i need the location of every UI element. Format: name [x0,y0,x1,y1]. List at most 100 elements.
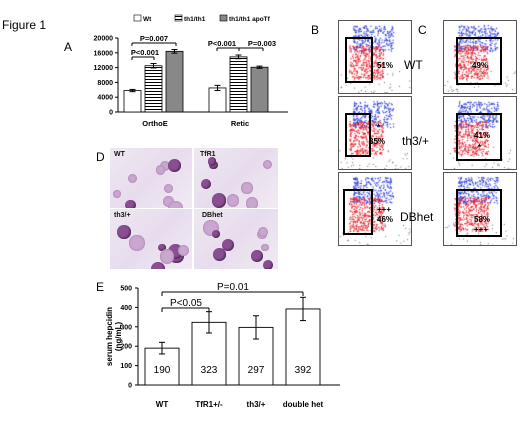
bar [165,50,184,113]
gate-percent: 49% [472,61,489,70]
x-tick-label: WT [156,400,169,409]
y-tick-label: 200 [120,344,132,351]
flow-scatter-points [339,97,411,169]
micrograph-label: TfR1 [200,151,216,158]
cell [160,249,175,264]
bar-value-label: 392 [295,365,312,376]
cell [207,157,217,167]
panel-label-c: C [418,23,427,37]
flow-plot-b-1: 51% [338,20,412,94]
cell [117,225,131,239]
flow-c-label-dbhet: DBhet [400,210,434,224]
gate-percent: 35% [369,137,386,146]
cell [164,184,174,194]
gate-percent: 46% [377,215,394,224]
bar-value-label: 297 [248,365,265,376]
panel-label-d: D [96,150,105,164]
y-tick-label: 400 [120,305,132,312]
cell [158,243,166,252]
x-tick-label: double het [283,400,324,409]
gate-mark: +++ [474,225,489,234]
cell [222,239,235,252]
gate-mark: * [377,123,381,132]
cell [245,197,259,208]
cell [261,243,269,251]
p-value-label: P=0.007 [140,34,168,43]
legend-swatch [133,14,142,22]
cell [167,159,181,173]
y-tick-label: 0 [128,383,132,390]
y-axis-title-line: (ng/mL) [114,322,123,352]
flow-c-label-th3: th3/+ [402,134,430,148]
p-value-label: P<0.05 [170,298,202,309]
legend-swatch [174,14,183,22]
bar [250,66,269,113]
micrograph-label: th3/+ [114,212,131,219]
bar [123,90,142,113]
gate-percent: 41% [474,131,491,140]
y-tick-label: 16000 [94,50,114,57]
micrograph-wt: WT [110,148,192,208]
cell [262,159,273,170]
panel-label-e: E [96,280,105,294]
micrograph-dbhet: DBhet [194,209,278,269]
x-tick-label: TfR1+/- [195,400,223,409]
cell [241,182,253,194]
flow-plot-c-1: 49% [443,20,517,94]
x-tick-label: th3/+ [247,400,266,409]
y-tick-label: 20000 [94,36,114,43]
figure-title: Figure 1 [2,18,47,32]
legend-label: Wt [143,16,152,23]
cell [167,200,183,208]
gate-box [345,113,371,157]
flow-c-label-wt: WT [404,58,423,72]
cell [211,229,221,239]
p-value-label: P=0.003 [248,39,276,48]
cell [213,248,227,261]
gate-box [456,37,502,85]
y-tick-label: 500 [120,286,132,293]
bar [208,87,227,113]
y-tick-label: 8000 [97,80,113,87]
cell [129,235,145,251]
cell [125,200,136,208]
gate-box [456,113,502,161]
flow-plot-c-3: 58% +++ [443,172,517,246]
cell [262,260,274,269]
panel-a-bar-chart: 0 4000 8000 12000 16000 20000 OrthoE Retic Wt th1… [94,14,288,128]
micrograph-th3: th3/+ [110,209,192,269]
cell [151,262,166,269]
y-tick-label: 100 [120,363,132,370]
gate-box [343,189,373,235]
cell [159,160,170,171]
legend-label: th1/th1 apoTf [229,16,271,23]
gate-mark: +++ [377,205,392,214]
bar-value-label: 190 [154,365,171,376]
p-value-label: P<0.001 [208,39,236,48]
bar-value-label: 323 [201,365,218,376]
x-tick-label: OrthoE [142,119,167,128]
y-tick-label: 0 [109,110,113,117]
cell [251,250,264,262]
cell [155,165,165,175]
y-axis-title: serum hepcidin(ng/mL) [105,307,123,366]
gate-box [345,37,373,83]
y-tick-label: 4000 [97,95,113,102]
cell [211,193,227,208]
micrograph-tfr1: TfR1 [194,148,278,208]
cell [200,178,212,189]
bar [144,65,163,113]
micrograph-label: DBhet [202,212,223,219]
cell [127,173,138,183]
cell [163,196,174,208]
bar [144,347,180,386]
micrograph-label: WT [114,151,125,158]
gate-percent: 58% [474,215,491,224]
flow-plot-c-2: 41% * [443,96,517,170]
flow-plot-b-2: * 35% [338,96,412,170]
gate-mark: * [478,143,482,152]
legend-label: th1/th1 [184,16,206,23]
flow-plot-b-3: +++ 46% [338,172,412,246]
x-tick-label: Retic [231,119,249,128]
bar [238,326,274,386]
